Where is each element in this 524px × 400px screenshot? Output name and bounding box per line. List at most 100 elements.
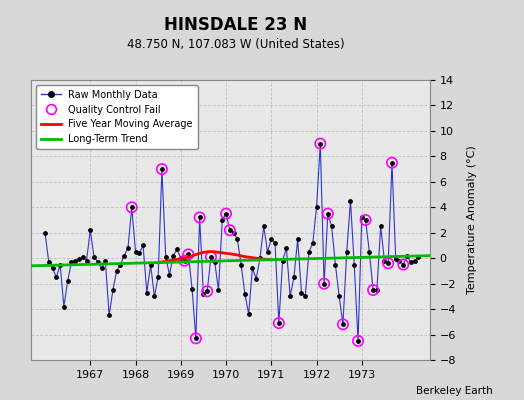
Point <box>207 254 215 260</box>
Point <box>237 261 245 268</box>
Point <box>203 288 211 294</box>
Point <box>97 265 106 272</box>
Point <box>132 249 140 255</box>
Point <box>158 166 166 172</box>
Point <box>346 198 355 204</box>
Legend: Raw Monthly Data, Quality Control Fail, Five Year Moving Average, Long-Term Tren: Raw Monthly Data, Quality Control Fail, … <box>36 85 198 149</box>
Point <box>245 311 253 317</box>
Point <box>282 245 290 251</box>
Point <box>357 214 366 221</box>
Point <box>79 254 87 260</box>
Point <box>354 338 362 344</box>
Point <box>297 289 305 296</box>
Point <box>60 303 68 310</box>
Point <box>56 261 64 268</box>
Point <box>395 258 403 264</box>
Point <box>139 242 147 249</box>
Point <box>252 275 260 282</box>
Point <box>173 246 181 252</box>
Point <box>116 261 125 268</box>
Point <box>248 265 257 272</box>
Point <box>195 214 204 221</box>
Point <box>286 293 294 300</box>
Point <box>320 280 329 287</box>
Point <box>169 252 178 259</box>
Point <box>275 320 283 326</box>
Point <box>90 254 98 260</box>
Point <box>199 291 208 297</box>
Point <box>320 280 329 287</box>
Point <box>324 210 332 217</box>
Point <box>376 223 385 230</box>
Point <box>127 204 136 210</box>
Point <box>75 256 83 263</box>
Point <box>399 261 408 268</box>
Point <box>63 278 72 284</box>
Point <box>113 268 121 274</box>
Point <box>384 260 392 266</box>
Point <box>161 254 170 260</box>
Point <box>226 227 234 233</box>
Point <box>369 287 377 293</box>
Point <box>301 293 310 300</box>
Point <box>264 249 272 255</box>
Point <box>180 258 189 264</box>
Point <box>256 255 264 261</box>
Point <box>350 261 358 268</box>
Point <box>52 274 61 280</box>
Point <box>105 312 113 319</box>
Point <box>67 259 75 265</box>
Y-axis label: Temperature Anomaly (°C): Temperature Anomaly (°C) <box>467 146 477 294</box>
Point <box>369 287 377 293</box>
Point <box>380 258 389 264</box>
Point <box>362 217 370 223</box>
Point <box>293 236 302 242</box>
Point <box>195 214 204 221</box>
Point <box>271 240 279 246</box>
Point <box>233 236 242 242</box>
Point <box>305 249 313 255</box>
Point <box>354 338 362 344</box>
Point <box>275 320 283 326</box>
Text: 48.750 N, 107.083 W (United States): 48.750 N, 107.083 W (United States) <box>127 38 345 51</box>
Point <box>192 335 200 342</box>
Point <box>312 204 321 210</box>
Point <box>188 286 196 292</box>
Point <box>45 259 53 265</box>
Point <box>331 261 340 268</box>
Point <box>399 261 408 268</box>
Point <box>165 272 173 278</box>
Point <box>143 289 151 296</box>
Text: HINSDALE 23 N: HINSDALE 23 N <box>164 16 308 34</box>
Point <box>410 258 419 264</box>
Point <box>222 210 230 217</box>
Point <box>407 259 415 265</box>
Point <box>177 255 185 261</box>
Point <box>207 254 215 260</box>
Point <box>365 249 374 255</box>
Point <box>192 335 200 342</box>
Point <box>339 321 347 328</box>
Point <box>324 210 332 217</box>
Point <box>278 258 287 264</box>
Point <box>259 223 268 230</box>
Point <box>86 227 94 233</box>
Point <box>230 230 238 236</box>
Point <box>124 245 132 251</box>
Point <box>150 293 159 300</box>
Point <box>388 160 396 166</box>
Point <box>309 240 317 246</box>
Point <box>414 254 422 260</box>
Point <box>328 223 336 230</box>
Point <box>384 260 392 266</box>
Point <box>290 274 298 280</box>
Point <box>108 287 117 293</box>
Point <box>101 258 110 264</box>
Point <box>316 140 324 147</box>
Point <box>218 217 226 223</box>
Point <box>373 287 381 293</box>
Point <box>241 291 249 297</box>
Point <box>71 258 80 264</box>
Point <box>339 321 347 328</box>
Point <box>94 259 102 265</box>
